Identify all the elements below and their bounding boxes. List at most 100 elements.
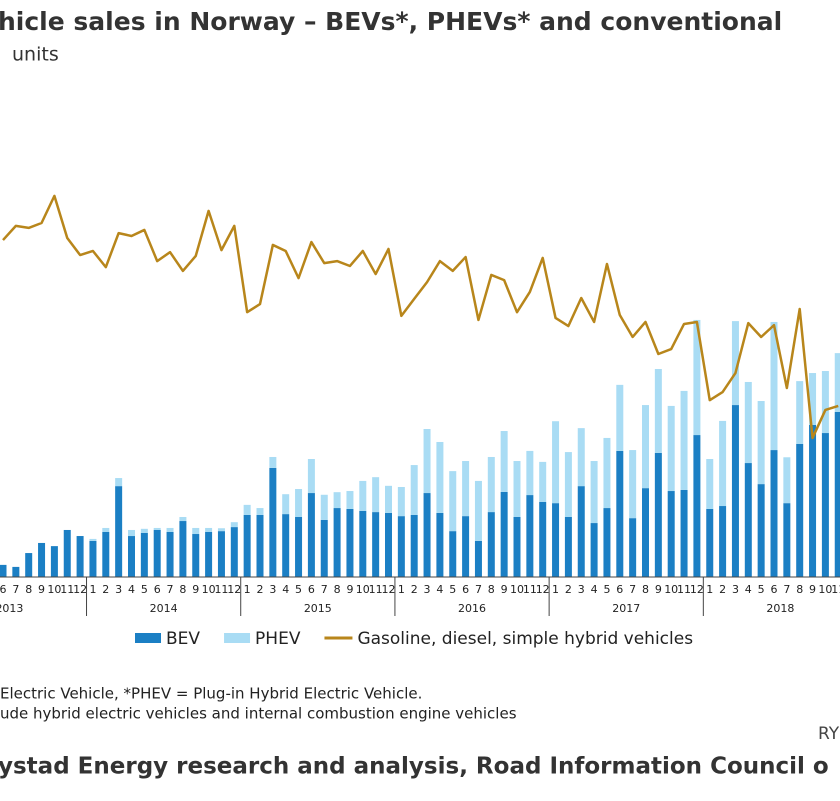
x-tick-label: 10 (47, 583, 61, 596)
year-label: 2018 (766, 602, 794, 615)
bar (256, 514, 264, 577)
bar (76, 536, 84, 577)
bar (256, 508, 264, 515)
bar (770, 450, 778, 577)
bar (693, 319, 701, 436)
bar (539, 501, 547, 577)
x-tick-label: 1 (552, 583, 559, 596)
bar (372, 512, 380, 577)
bar (474, 480, 482, 541)
bar (783, 457, 791, 504)
x-tick-label: 11 (369, 583, 383, 596)
bar (783, 503, 791, 577)
bar (320, 519, 328, 577)
x-tick-label: 1 (706, 583, 713, 596)
x-tick-label: 9 (192, 583, 199, 596)
bar (834, 353, 840, 412)
x-tick-label: 5 (603, 583, 610, 596)
x-tick-label: 12 (227, 583, 241, 596)
bar (821, 433, 829, 577)
x-tick-label: 11 (677, 583, 691, 596)
bar (577, 428, 585, 487)
x-tick-label: 3 (424, 583, 431, 596)
bar (179, 516, 187, 522)
bar (102, 527, 110, 532)
x-tick-label: 8 (25, 583, 32, 596)
bar (217, 531, 225, 577)
x-tick-label: 6 (771, 583, 778, 596)
bar (731, 405, 739, 577)
x-tick-label: 5 (449, 583, 456, 596)
x-tick-label: 12 (536, 583, 550, 596)
x-tick-label: 11 (523, 583, 537, 596)
chart-title: hicle sales in Norway – BEVs*, PHEVs* an… (0, 7, 782, 36)
bar (539, 461, 547, 502)
x-tick-label: 7 (167, 583, 174, 596)
x-tick-label: 7 (783, 583, 790, 596)
bar (192, 534, 200, 577)
bar (140, 532, 148, 577)
bar (500, 431, 508, 492)
bar (128, 529, 135, 537)
bar (12, 566, 20, 577)
x-tick-label: 10 (202, 583, 216, 596)
x-tick-label: 4 (436, 583, 443, 596)
bar (320, 494, 328, 520)
bar (796, 444, 804, 577)
year-label: 2015 (304, 602, 332, 615)
line-series (2, 194, 839, 440)
x-tick-label: 2 (411, 583, 418, 596)
x-tick-label: 12 (690, 583, 704, 596)
bar (719, 506, 727, 577)
x-tick-label: 3 (732, 583, 739, 596)
bar (680, 489, 688, 577)
x-tick-label: 4 (745, 583, 752, 596)
x-tick-label: 3 (578, 583, 585, 596)
x-tick-label: 8 (642, 583, 649, 596)
x-tick-label: 2 (719, 583, 726, 596)
bar (128, 536, 135, 577)
bar (230, 522, 238, 528)
bar (410, 465, 418, 515)
bar (397, 516, 405, 577)
bar (616, 384, 624, 451)
bar (423, 493, 431, 577)
bar (397, 486, 405, 517)
bar (552, 503, 560, 577)
bar (359, 480, 367, 511)
bar (474, 540, 482, 577)
bar (744, 381, 752, 464)
x-tick-label: 10 (664, 583, 678, 596)
bar (140, 528, 148, 533)
legend-swatch (135, 633, 161, 643)
bar (667, 491, 675, 577)
x-tick-label: 7 (475, 583, 482, 596)
x-tick-label: 6 (154, 583, 161, 596)
bar (590, 523, 598, 577)
x-tick-label: 3 (269, 583, 276, 596)
bar (217, 528, 225, 532)
bar (295, 489, 303, 517)
x-tick-label: 10 (356, 583, 370, 596)
bar (282, 494, 290, 515)
bar (719, 420, 727, 507)
x-tick-label: 6 (308, 583, 315, 596)
x-tick-label: 11 (60, 583, 74, 596)
x-tick-label: 1 (89, 583, 96, 596)
bar (423, 428, 431, 494)
legend-label: Gasoline, diesel, simple hybrid vehicles (357, 629, 693, 649)
bar (642, 488, 649, 577)
bar (744, 463, 752, 577)
bar (603, 508, 611, 577)
bar (436, 512, 444, 577)
x-tick-label: 7 (629, 583, 636, 596)
x-tick-label: 9 (501, 583, 508, 596)
x-tick-label: 4 (282, 583, 289, 596)
bar (564, 452, 572, 517)
bar (449, 531, 457, 577)
bar (102, 531, 110, 577)
bar (153, 527, 161, 530)
bar (115, 486, 123, 577)
bar (166, 527, 174, 532)
bar (346, 508, 354, 577)
